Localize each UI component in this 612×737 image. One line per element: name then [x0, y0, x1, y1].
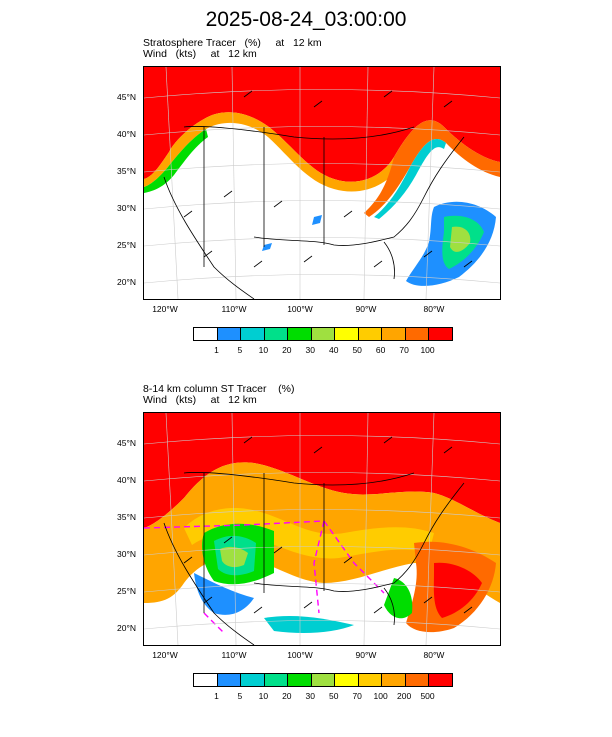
- panel1-lon-label: 100°W: [287, 304, 313, 314]
- panel1-lon-label: 90°W: [355, 304, 377, 314]
- colorbar-tick-label: 10: [258, 691, 269, 701]
- colorbar-tick-label: 10: [258, 345, 269, 355]
- panel2-lat-label: 35°N: [117, 512, 136, 522]
- colorbar-swatch: [241, 328, 265, 340]
- colorbar-swatch: [358, 328, 383, 340]
- panel2-subtitle-tracer: 8-14 km column ST Tracer (%): [143, 383, 295, 395]
- colorbar-swatch: [217, 328, 242, 340]
- panel1-lat-label: 20°N: [117, 277, 136, 287]
- panel1-lat-label: 25°N: [117, 240, 136, 250]
- plot-title: 2025-08-24_03:00:00: [205, 8, 407, 31]
- colorbar-swatch: [405, 674, 430, 686]
- panel1-lat-label: 30°N: [117, 203, 136, 213]
- colorbar-tick-label: 40: [328, 345, 339, 355]
- colorbar-swatch: [288, 328, 312, 340]
- colorbar-tick-label: 30: [305, 345, 315, 355]
- colorbar-swatch: [429, 328, 453, 340]
- panel2-lat-label: 20°N: [117, 623, 136, 633]
- colorbar-tick-label: 500: [420, 691, 435, 701]
- panel2-lon-label: 110°W: [221, 650, 247, 660]
- colorbar-swatch: [264, 674, 289, 686]
- panel2-lon-label: 100°W: [287, 650, 313, 660]
- panel2-lon-label: 80°W: [423, 650, 445, 660]
- colorbar-tick-label: 100: [373, 691, 388, 701]
- colorbar-tick-label: 5: [237, 691, 243, 701]
- colorbar-tick-label: 50: [352, 345, 362, 355]
- colorbar-swatch: [194, 328, 218, 340]
- colorbar-tick-label: 70: [352, 691, 362, 701]
- colorbar-swatch: [194, 674, 218, 686]
- colorbar-swatch: [311, 328, 336, 340]
- panel1-lon-label: 110°W: [221, 304, 247, 314]
- panel2-subtitle-wind: Wind (kts) at 12 km: [143, 394, 257, 406]
- colorbar-tick-label: 60: [375, 345, 386, 355]
- colorbar-tick-label: 20: [282, 345, 292, 355]
- colorbar-tick-label: 100: [420, 345, 435, 355]
- colorbar-tick-label: 1: [214, 345, 219, 355]
- colorbar-swatch: [311, 674, 336, 686]
- colorbar-swatch: [335, 328, 359, 340]
- colorbar-swatch: [429, 674, 453, 686]
- colorbar-swatch: [405, 328, 430, 340]
- panel2-lon-label: 90°W: [355, 650, 377, 660]
- colorbar-tick-label: 1: [214, 691, 219, 701]
- panel1-subtitle-tracer: Stratosphere Tracer (%) at 12 km: [143, 37, 322, 49]
- panel1-map: [143, 66, 501, 300]
- colorbar-tick-label: 5: [237, 345, 243, 355]
- panel1-subtitle-wind: Wind (kts) at 12 km: [143, 48, 257, 60]
- panel1-lat-label: 45°N: [117, 92, 136, 102]
- colorbar-swatch: [264, 328, 289, 340]
- panel1-colorbar: [193, 327, 453, 341]
- panel2-lat-label: 25°N: [117, 586, 136, 596]
- colorbar-swatch: [382, 328, 406, 340]
- panel2-lat-label: 40°N: [117, 475, 136, 485]
- colorbar-tick-label: 200: [396, 691, 412, 701]
- panel2-map: [143, 412, 501, 646]
- panel1-lon-label: 120°W: [152, 304, 178, 314]
- panel2-colorbar: [193, 673, 453, 687]
- colorbar-swatch: [382, 674, 406, 686]
- colorbar-swatch: [241, 674, 265, 686]
- panel1-lat-label: 35°N: [117, 166, 136, 176]
- colorbar-tick-label: 30: [305, 691, 315, 701]
- colorbar-tick-label: 50: [328, 691, 339, 701]
- panel2-lat-label: 30°N: [117, 549, 136, 559]
- panel2-lat-label: 45°N: [117, 438, 136, 448]
- colorbar-swatch: [358, 674, 383, 686]
- colorbar-swatch: [288, 674, 312, 686]
- colorbar-tick-label: 20: [282, 691, 292, 701]
- colorbar-swatch: [335, 674, 359, 686]
- panel1-lon-label: 80°W: [423, 304, 445, 314]
- colorbar-swatch: [217, 674, 242, 686]
- panel2-lon-label: 120°W: [152, 650, 178, 660]
- panel1-lat-label: 40°N: [117, 129, 136, 139]
- colorbar-tick-label: 70: [399, 345, 409, 355]
